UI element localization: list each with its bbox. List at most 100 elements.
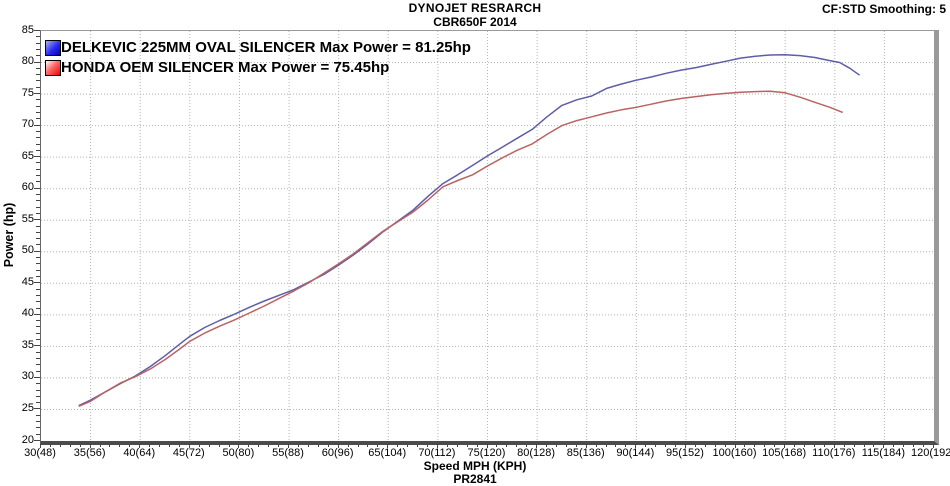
honda-oem-series-swatch-icon	[45, 60, 61, 76]
tick-mark	[34, 219, 40, 220]
tick-mark	[36, 263, 40, 264]
tick-mark	[36, 295, 40, 296]
tick-mark	[199, 444, 200, 447]
tick-mark	[36, 181, 40, 182]
tick-mark	[487, 444, 488, 448]
x-tick-label: 75(120)	[467, 447, 506, 459]
chart-subtitle: CBR650F 2014	[433, 15, 517, 29]
tick-mark	[100, 444, 101, 447]
tick-mark	[735, 444, 736, 448]
tick-mark	[34, 156, 40, 157]
tick-mark	[903, 444, 904, 447]
tick-mark	[36, 150, 40, 151]
tick-mark	[36, 36, 40, 37]
legend-label-delkevic: DELKEVIC 225MM OVAL SILENCER Max Power =…	[61, 39, 471, 56]
x-tick-label: 40(64)	[123, 447, 156, 459]
tick-mark	[36, 87, 40, 88]
tick-mark	[36, 257, 40, 258]
tick-mark	[80, 444, 81, 447]
tick-mark	[447, 444, 448, 447]
delkevic-series-swatch-icon	[45, 40, 61, 56]
tick-mark	[308, 444, 309, 447]
y-tick-label: 85	[21, 23, 34, 36]
x-tick-label: 115(184)	[861, 447, 905, 459]
tick-mark	[784, 444, 785, 448]
x-axis-title: Speed MPH (KPH)	[423, 459, 527, 473]
tick-mark	[36, 402, 40, 403]
tick-mark	[794, 444, 795, 447]
chart-title: DYNOJET RESRARCH	[408, 1, 542, 15]
tick-mark	[36, 238, 40, 239]
tick-mark	[34, 345, 40, 346]
tick-mark	[457, 444, 458, 447]
x-tick-label: 50(80)	[222, 447, 255, 459]
tick-mark	[34, 440, 40, 441]
tick-mark	[36, 352, 40, 353]
tick-mark	[546, 444, 547, 447]
tick-mark	[36, 270, 40, 271]
tick-mark	[248, 444, 249, 447]
tick-mark	[34, 408, 40, 409]
tick-mark	[506, 444, 507, 447]
tick-mark	[695, 444, 696, 447]
tick-mark	[774, 444, 775, 447]
tick-mark	[427, 444, 428, 447]
tick-mark	[278, 444, 279, 447]
tick-mark	[873, 444, 874, 447]
tick-mark	[36, 427, 40, 428]
tick-mark	[358, 444, 359, 447]
tick-mark	[229, 444, 230, 447]
y-tick-label: 35	[21, 338, 34, 351]
tick-mark	[129, 444, 130, 447]
tick-mark	[34, 188, 40, 189]
tick-mark	[496, 444, 497, 447]
tick-mark	[36, 213, 40, 214]
tick-mark	[36, 175, 40, 176]
tick-mark	[36, 371, 40, 372]
tick-mark	[288, 444, 289, 448]
power-curve-honda-oem	[78, 90, 843, 407]
tick-mark	[109, 444, 110, 447]
y-tick-label: 25	[21, 401, 34, 414]
tick-mark	[705, 444, 706, 447]
tick-mark	[139, 444, 140, 448]
tick-mark	[298, 444, 299, 447]
tick-mark	[417, 444, 418, 447]
tick-mark	[159, 444, 160, 447]
x-tick-label: 65(104)	[368, 447, 407, 459]
tick-mark	[268, 444, 269, 447]
y-tick-label: 70	[21, 118, 34, 131]
tick-mark	[36, 276, 40, 277]
tick-mark	[36, 68, 40, 69]
tick-mark	[169, 444, 170, 447]
y-tick-label: 40	[21, 307, 34, 320]
y-tick-label: 45	[21, 275, 34, 288]
tick-mark	[824, 444, 825, 447]
plot-area: DELKEVIC 225MM OVAL SILENCER Max Power =…	[40, 30, 939, 445]
tick-mark	[36, 226, 40, 227]
run-id: PR2841	[453, 472, 497, 486]
tick-mark	[119, 444, 120, 447]
tick-mark	[36, 415, 40, 416]
tick-mark	[586, 444, 587, 448]
tick-mark	[36, 326, 40, 327]
tick-mark	[36, 207, 40, 208]
tick-mark	[36, 390, 40, 391]
tick-mark	[36, 358, 40, 359]
tick-mark	[36, 333, 40, 334]
tick-mark	[606, 444, 607, 447]
tick-mark	[70, 444, 71, 447]
tick-mark	[675, 444, 676, 447]
tick-mark	[36, 55, 40, 56]
x-tick-label: 45(72)	[172, 447, 205, 459]
tick-mark	[36, 118, 40, 119]
tick-mark	[536, 444, 537, 448]
y-tick-label: 60	[21, 181, 34, 194]
tick-mark	[34, 93, 40, 94]
tick-mark	[34, 251, 40, 252]
tick-mark	[764, 444, 765, 447]
tick-mark	[36, 244, 40, 245]
legend-label-honda-oem: HONDA OEM SILENCER Max Power = 75.45hp	[61, 59, 390, 76]
x-tick-label: 85(136)	[566, 447, 605, 459]
tick-mark	[90, 444, 91, 448]
